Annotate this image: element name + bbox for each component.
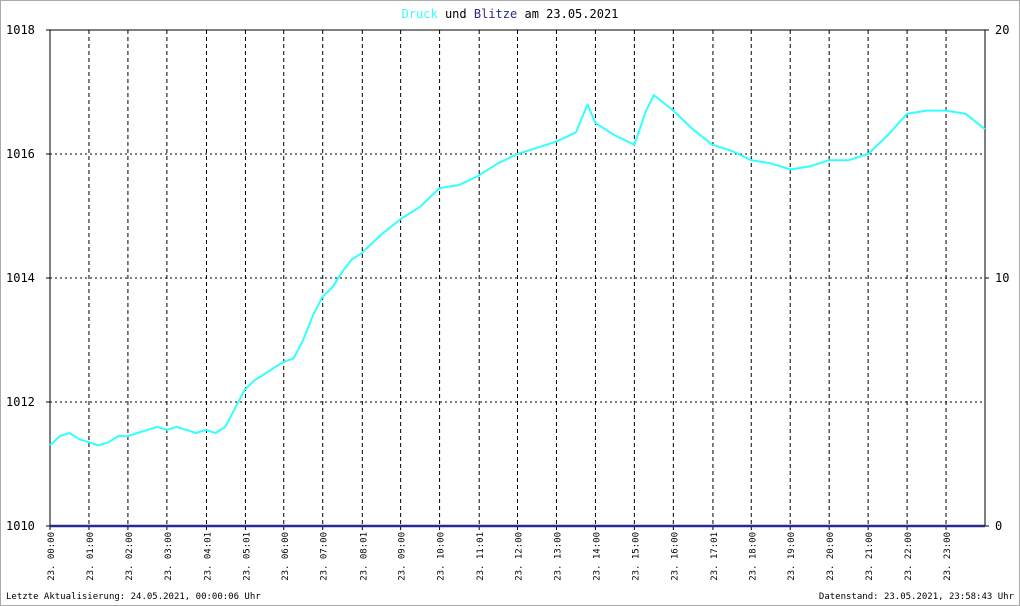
y-tick-label: 1010 (6, 519, 35, 533)
title-suffix: am 23.05.2021 (524, 7, 618, 21)
x-tick-label: 23. 00:00 (47, 532, 57, 581)
x-tick-label: 23. 20:00 (826, 532, 836, 581)
x-tick-label: 23. 19:00 (787, 532, 797, 581)
x-tick-label: 23. 12:00 (515, 532, 525, 581)
x-tick-label: 23. 17:01 (710, 532, 720, 581)
y2-tick-label: 10 (995, 271, 1009, 285)
title-joiner: und (445, 7, 467, 21)
x-tick-label: 23. 06:00 (281, 532, 291, 581)
x-tick-label: 23. 03:00 (164, 532, 174, 581)
x-tick-label: 23. 16:00 (670, 532, 680, 581)
x-tick-label: 23. 02:00 (125, 532, 135, 581)
series-line (49, 94, 986, 447)
x-tick-label: 23. 22:00 (904, 532, 914, 581)
x-tick-label: 23. 07:00 (320, 532, 330, 581)
y2-tick-label: 0 (995, 519, 1002, 533)
title-series-name: Druck (402, 7, 439, 21)
y-tick-label: 1016 (6, 147, 35, 161)
y-tick-label: 1018 (6, 23, 35, 37)
y-tick-label: 1014 (6, 271, 35, 285)
x-tick-label: 23. 15:00 (631, 532, 641, 581)
chart-title: Druck und Blitze am 23.05.2021 (402, 7, 619, 21)
x-tick-label: 23. 14:00 (592, 532, 602, 581)
footer-left: Letzte Aktualisierung: 24.05.2021, 00:00… (6, 592, 261, 602)
x-tick-label: 23. 13:00 (553, 532, 563, 581)
x-tick-label: 23. 10:00 (437, 532, 447, 581)
x-tick-label: 23. 01:00 (86, 532, 96, 581)
x-tick-label: 23. 21:00 (865, 532, 875, 581)
footer-right: Datenstand: 23.05.2021, 23:58:43 Uhr (819, 592, 1015, 602)
x-tick-label: 23. 18:00 (748, 532, 758, 581)
x-tick-label: 23. 08:01 (359, 532, 369, 581)
x-tick-label: 23. 05:01 (242, 532, 252, 581)
y2-tick-label: 20 (995, 23, 1009, 37)
y-tick-label: 1012 (6, 395, 35, 409)
plot-area: 1010 1012 1014 1016 1018 0 10 20 23. 00:00 23. 01… (6, 23, 1009, 581)
title-series-name: Blitze (474, 7, 517, 21)
x-tick-label: 23. 23:00 (943, 532, 953, 581)
x-tick-label: 23. 11:01 (476, 532, 486, 581)
x-tick-label: 23. 04:01 (203, 532, 213, 581)
x-tick-label: 23. 09:00 (398, 532, 408, 581)
